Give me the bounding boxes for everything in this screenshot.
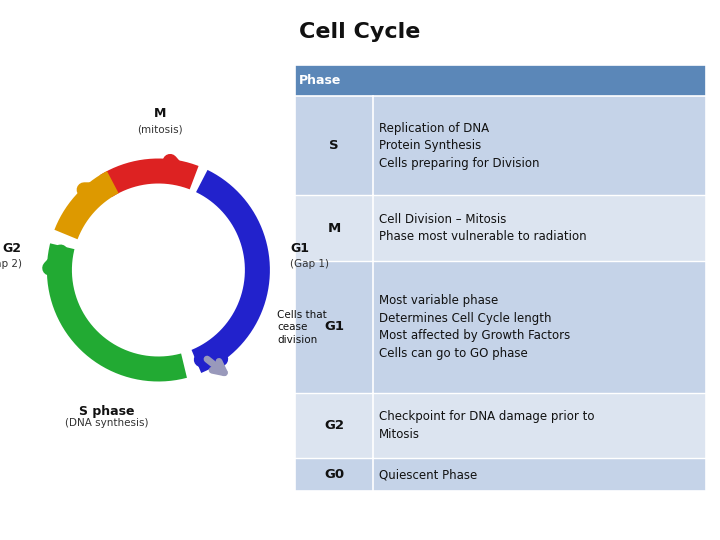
Text: Cell Division – Mitosis
Phase most vulnerable to radiation: Cell Division – Mitosis Phase most vulne…	[379, 213, 587, 244]
Text: G2: G2	[324, 419, 344, 432]
Text: S: S	[329, 139, 339, 152]
FancyBboxPatch shape	[295, 458, 706, 491]
Text: M: M	[154, 106, 166, 119]
Text: M: M	[328, 221, 341, 234]
Text: S phase: S phase	[79, 404, 135, 417]
Text: Most variable phase
Determines Cell Cycle length
Most affected by Growth Factors: Most variable phase Determines Cell Cycl…	[379, 294, 570, 360]
Text: G1: G1	[290, 242, 309, 255]
Text: G1: G1	[324, 320, 344, 333]
Text: Phase: Phase	[300, 74, 342, 87]
Text: Checkpoint for DNA damage prior to
Mitosis: Checkpoint for DNA damage prior to Mitos…	[379, 410, 595, 441]
Text: Cells that
cease
division: Cells that cease division	[277, 309, 327, 345]
Text: G2: G2	[3, 242, 22, 255]
FancyBboxPatch shape	[295, 393, 706, 458]
FancyBboxPatch shape	[295, 97, 706, 195]
Text: G0: G0	[324, 468, 344, 482]
Text: (Gap 1): (Gap 1)	[290, 259, 329, 269]
FancyBboxPatch shape	[295, 195, 706, 261]
FancyBboxPatch shape	[295, 65, 706, 97]
Text: (mitosis): (mitosis)	[138, 124, 183, 134]
Text: Quiescent Phase: Quiescent Phase	[379, 468, 477, 482]
Text: (DNA synthesis): (DNA synthesis)	[66, 418, 148, 429]
Text: Cell Cycle: Cell Cycle	[300, 22, 420, 42]
FancyBboxPatch shape	[295, 261, 706, 393]
Text: (Gap 2): (Gap 2)	[0, 259, 22, 269]
Text: Replication of DNA
Protein Synthesis
Cells preparing for Division: Replication of DNA Protein Synthesis Cel…	[379, 122, 540, 170]
